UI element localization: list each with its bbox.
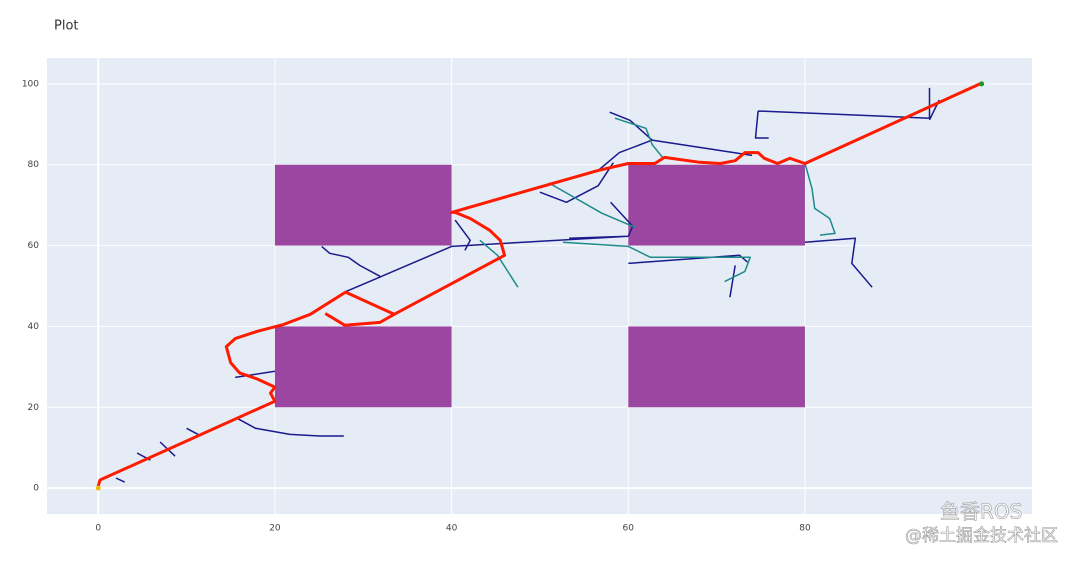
y-tick-label: 80 xyxy=(28,160,40,170)
point xyxy=(979,81,985,87)
x-tick-label: 20 xyxy=(269,524,281,534)
obstacle xyxy=(274,326,452,408)
series-line xyxy=(479,117,836,288)
watermark: @稀土掘金技术社区 xyxy=(905,526,1058,546)
obstacle xyxy=(274,164,452,246)
y-tick-label: 100 xyxy=(22,79,39,89)
chart-title: Plot xyxy=(54,19,79,34)
watermark: 鱼香ROS xyxy=(940,500,1022,524)
x-tick-label: 40 xyxy=(446,524,458,534)
series-line xyxy=(96,82,981,487)
x-tick-label: 80 xyxy=(799,524,811,534)
x-tick-label: 0 xyxy=(95,524,101,534)
y-tick-label: 40 xyxy=(28,322,40,332)
point xyxy=(95,485,101,491)
obstacle xyxy=(628,326,805,408)
y-tick-label: 60 xyxy=(28,241,40,251)
obstacle xyxy=(628,164,805,246)
x-tick-label: 60 xyxy=(623,524,635,534)
y-tick-label: 20 xyxy=(28,403,40,413)
y-tick-label: 0 xyxy=(33,484,39,494)
